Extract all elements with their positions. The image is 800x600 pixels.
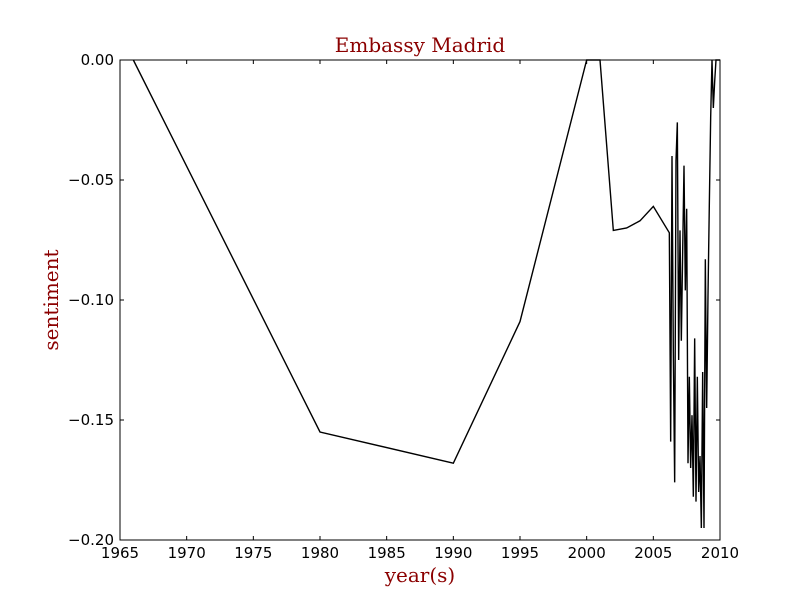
x-tick-label: 2005 <box>634 544 672 562</box>
x-tick-label: 2010 <box>701 544 739 562</box>
plot-area <box>119 59 721 541</box>
x-tick-label: 1970 <box>168 544 206 562</box>
x-axis-ticks: 1965 1970 1975 1980 1985 1990 1995 2000 2005 2010 <box>101 60 739 562</box>
y-tick-label: −0.15 <box>68 411 114 429</box>
chart-title: Embassy Madrid <box>335 33 506 57</box>
x-axis-label: year(s) <box>384 563 456 587</box>
x-tick-label: 1995 <box>501 544 539 562</box>
y-tick-label: −0.20 <box>68 531 114 549</box>
x-tick-label: 2000 <box>568 544 606 562</box>
y-tick-label: −0.10 <box>68 291 114 309</box>
y-tick-label: 0.00 <box>81 51 114 69</box>
series-line <box>132 59 720 529</box>
y-axis-ticks: 0.00 −0.05 −0.10 −0.15 −0.20 <box>68 51 720 549</box>
x-tick-label: 1990 <box>434 544 472 562</box>
x-tick-label: 1965 <box>101 544 139 562</box>
x-tick-label: 1985 <box>368 544 406 562</box>
x-tick-label: 1975 <box>234 544 272 562</box>
y-tick-label: −0.05 <box>68 171 114 189</box>
y-axis-label: sentiment <box>39 249 63 350</box>
x-tick-label: 1980 <box>301 544 339 562</box>
series-layer <box>132 59 720 529</box>
